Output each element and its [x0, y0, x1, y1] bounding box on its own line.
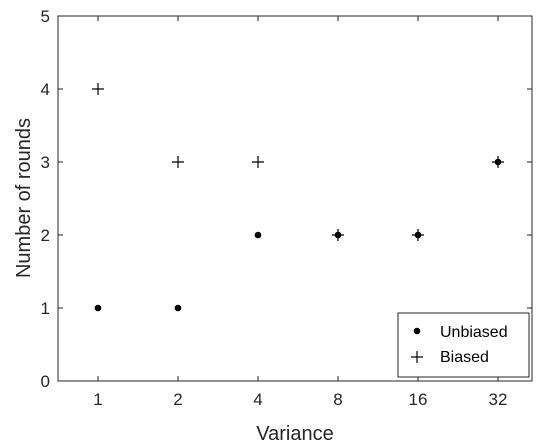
legend-marker-biased — [411, 351, 423, 363]
biased-point — [252, 156, 264, 168]
unbiased-point — [94, 304, 102, 312]
y-tick-label: 3 — [41, 153, 50, 172]
biased-point — [412, 229, 424, 241]
biased-point — [172, 156, 184, 168]
x-tick-label: 8 — [333, 390, 342, 409]
axis-ticks: 0 1 2 3 4 5 1 2 4 8 16 32 — [41, 7, 532, 409]
x-tick-label: 2 — [173, 390, 182, 409]
legend: Unbiased Biased — [397, 312, 530, 378]
unbiased-point — [174, 304, 182, 312]
y-tick-label: 1 — [41, 299, 50, 318]
x-tick-label: 16 — [409, 390, 428, 409]
x-tick-label: 1 — [93, 390, 102, 409]
x-axis-label: Variance — [256, 423, 333, 445]
biased-point — [92, 83, 104, 95]
y-tick-label: 4 — [41, 80, 50, 99]
legend-box — [397, 312, 530, 378]
y-tick-label: 5 — [41, 7, 50, 26]
x-tick-label: 32 — [489, 390, 508, 409]
legend-label-biased: Biased — [440, 349, 489, 366]
x-tick-label: 4 — [253, 390, 262, 409]
y-tick-label: 2 — [41, 226, 50, 245]
y-tick-label: 0 — [41, 372, 50, 391]
biased-point — [332, 229, 344, 241]
legend-marker-unbiased — [413, 327, 421, 335]
y-axis-label: Number of rounds — [13, 118, 35, 278]
unbiased-point — [254, 231, 262, 239]
legend-label-unbiased: Unbiased — [440, 324, 508, 341]
biased-point — [492, 156, 504, 168]
data-markers — [92, 83, 504, 312]
